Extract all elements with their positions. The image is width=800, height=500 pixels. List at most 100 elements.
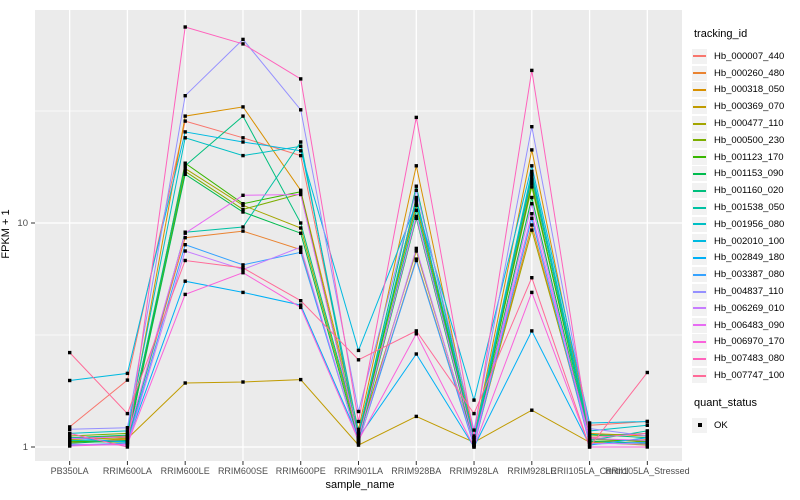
legend-key — [692, 200, 707, 216]
x-tick-label: RRIM600SE — [218, 466, 268, 476]
legend-item: Hb_007483_080 — [692, 350, 798, 367]
x-tick-label: RRIM600PE — [276, 466, 326, 476]
legend-item-ok: OK — [692, 417, 798, 434]
legend-item-label: Hb_007483_080 — [714, 353, 785, 365]
legend-item: Hb_006970_170 — [692, 334, 798, 351]
y-tick-label: 1 — [23, 442, 28, 453]
x-tick-label: RRIM600LA — [103, 466, 152, 476]
y-axis-title: FPKM + 1 — [0, 209, 12, 259]
legend-item-label: Hb_006269_010 — [714, 302, 785, 314]
x-tick-label: RRIM928LA — [450, 466, 499, 476]
legend-key — [692, 267, 707, 283]
legend-key — [692, 166, 707, 182]
legend-item-label: Hb_001538_050 — [714, 202, 785, 214]
series-color-line-icon — [693, 206, 706, 209]
gridlines — [35, 10, 682, 461]
series-color-line-icon — [693, 256, 706, 259]
x-tick-label: RRIM600LE — [161, 466, 210, 476]
series-color-line-icon — [693, 88, 706, 91]
x-tick-label: RRIM928BA — [391, 466, 441, 476]
legend-key — [692, 216, 707, 232]
series-color-line-icon — [693, 55, 706, 58]
series-color-line-icon — [693, 72, 706, 75]
legend-item-label: Hb_002010_100 — [714, 235, 785, 247]
data-point-markers — [68, 25, 649, 449]
series-color-line-icon — [693, 273, 706, 276]
legend-item-label: Hb_001123_170 — [714, 151, 784, 163]
legend-title-tracking: tracking_id — [694, 28, 748, 40]
legend-item: Hb_000260_480 — [692, 65, 798, 82]
legend-item: Hb_000477_110 — [692, 115, 798, 132]
series-color-line-icon — [693, 139, 706, 142]
legend-key — [692, 368, 707, 384]
legend-title-quant: quant_status — [694, 396, 757, 409]
legend-item-label: Hb_000007_440 — [714, 50, 785, 62]
axis-tick-labels: 1 10 PB350LA RRIM600LA RRIM600LE RRIM600SE RRI… — [17, 218, 689, 476]
legend-key — [692, 250, 707, 266]
legend-item-label: Hb_000318_050 — [714, 84, 785, 96]
series-color-line-icon — [693, 122, 706, 125]
axis-ticks — [31, 222, 648, 465]
legend-item-label: Hb_000260_480 — [714, 67, 785, 79]
legend-item-label: Hb_001160_020 — [714, 185, 784, 197]
legend-item-label: Hb_000477_110 — [714, 118, 784, 130]
legend-item: Hb_001538_050 — [692, 199, 798, 216]
legend-item-label: Hb_001153_090 — [714, 168, 784, 180]
legend-item-list: Hb_000007_440 Hb_000260_480 Hb_000318_050 H… — [692, 48, 798, 384]
legend-item-label: Hb_006970_170 — [714, 336, 785, 348]
x-tick-label: RRIM901LA — [334, 466, 383, 476]
legend-item-label: Hb_007747_100 — [714, 370, 785, 382]
legend-item: Hb_001956_080 — [692, 216, 798, 233]
legend-item-label: OK — [714, 419, 728, 431]
legend-item: Hb_001153_090 — [692, 166, 798, 183]
legend-key — [692, 132, 707, 148]
legend-item: Hb_007747_100 — [692, 367, 798, 384]
series-color-line-icon — [693, 223, 706, 226]
y-tick-label: 10 — [17, 218, 28, 229]
series-color-line-icon — [693, 357, 706, 360]
x-tick-label: PB350LA — [51, 466, 89, 476]
series-color-line-icon — [693, 156, 706, 159]
legend-key — [692, 82, 707, 98]
legend-key — [692, 233, 707, 249]
legend-key — [692, 48, 707, 64]
legend: tracking_id Hb_000007_440 Hb_000260_480 Hb… — [692, 28, 798, 434]
legend-item-label: Hb_000369_070 — [714, 101, 785, 113]
series-color-line-icon — [693, 307, 706, 310]
legend-item: Hb_000007_440 — [692, 48, 798, 65]
x-tick-label: RRII105LA_Stressed — [605, 466, 690, 476]
legend-item-label: Hb_003387_080 — [714, 269, 785, 281]
series-color-line-icon — [693, 340, 706, 343]
legend-item: Hb_000500_230 — [692, 132, 798, 149]
legend-item-label: Hb_004837_110 — [714, 286, 784, 298]
series-color-line-icon — [693, 105, 706, 108]
legend-item: Hb_006483_090 — [692, 317, 798, 334]
legend-key — [692, 334, 707, 350]
series-color-line-icon — [693, 189, 706, 192]
legend-key — [692, 317, 707, 333]
legend-key — [692, 149, 707, 165]
legend-item: Hb_003387_080 — [692, 266, 798, 283]
legend-item: Hb_001123_170 — [692, 149, 798, 166]
legend-item: Hb_006269_010 — [692, 300, 798, 317]
legend-key — [692, 284, 707, 300]
legend-key — [692, 183, 707, 199]
legend-key — [692, 99, 707, 115]
square-marker-icon — [697, 423, 702, 428]
series-color-line-icon — [693, 172, 706, 175]
legend-item: Hb_000318_050 — [692, 82, 798, 99]
series-color-line-icon — [693, 374, 706, 377]
legend-item: Hb_002849_180 — [692, 250, 798, 267]
legend-item-label: Hb_000500_230 — [714, 134, 785, 146]
legend-item: Hb_000369_070 — [692, 98, 798, 115]
quant-ok-key — [692, 417, 707, 433]
legend-item: Hb_001160_020 — [692, 182, 798, 199]
series-color-line-icon — [693, 324, 706, 327]
x-tick-label: RRII105LA_Control — [551, 466, 629, 476]
legend-key — [692, 116, 707, 132]
x-axis-title: sample_name — [325, 479, 395, 491]
legend-item-label: Hb_006483_090 — [714, 319, 785, 331]
x-tick-label: RRIM928LE — [507, 466, 556, 476]
